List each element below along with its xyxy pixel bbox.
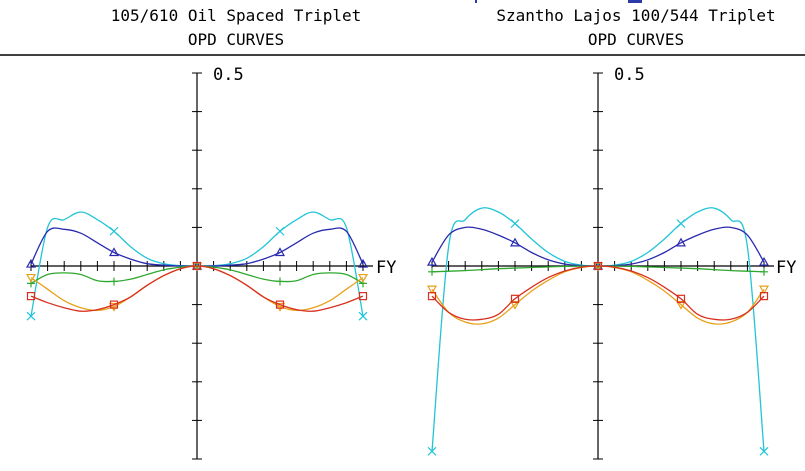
clipped-top-fragment [475,0,477,3]
triangle-down-marker [675,301,687,310]
series-line-red [30,265,364,312]
triangle-marker [509,237,521,247]
chart-left: 105/610 Oil Spaced Triplet OPD CURVES 0.… [25,6,396,460]
x-marker [26,311,36,321]
triangle-marker [25,258,37,268]
triangle-marker [357,258,369,268]
square-marker [192,261,202,271]
triangle-marker [108,247,120,257]
triangle-down-marker [25,273,37,283]
chart-right: Szantho Lajos 100/544 Triplet OPD CURVES… [426,6,796,460]
square-marker [109,300,119,309]
y-tick-label: 0.5 [213,65,244,85]
x-axis-label: FY [776,258,796,278]
triangle-marker [758,256,770,266]
plus-marker [110,277,118,286]
x-marker [109,226,119,236]
chart-title: 105/610 Oil Spaced Triplet [111,6,361,25]
chart-subtitle: OPD CURVES [188,30,284,49]
x-marker [358,311,368,321]
chart-title: Szantho Lajos 100/544 Triplet [496,6,775,25]
square-marker [358,292,368,301]
x-marker [676,219,686,228]
triangle-marker [274,247,286,257]
clipped-top-fragment [628,0,642,3]
chart-subtitle: OPD CURVES [588,30,684,49]
triangle-down-marker [509,301,521,310]
y-tick-label: 0.5 [614,65,645,85]
x-marker [427,446,437,456]
x-marker [510,219,520,228]
triangle-down-marker [108,302,120,312]
triangle-marker [675,237,687,247]
x-marker [759,446,769,456]
plus-marker [760,267,768,276]
square-marker [510,294,520,303]
square-marker [593,261,603,271]
plus-marker [428,267,436,276]
square-marker [676,294,686,303]
x-marker [275,226,285,236]
plus-marker [276,277,284,286]
triangle-marker [426,256,438,266]
triangle-down-marker [274,302,286,312]
series-line-red [431,265,765,321]
square-marker [427,292,437,301]
triangle-down-marker [357,273,369,283]
square-marker [26,292,36,301]
triangle-down-marker [426,285,438,295]
square-marker [275,300,285,309]
triangle-down-marker [758,285,770,295]
square-marker [759,292,769,301]
x-axis-label: FY [376,258,396,278]
